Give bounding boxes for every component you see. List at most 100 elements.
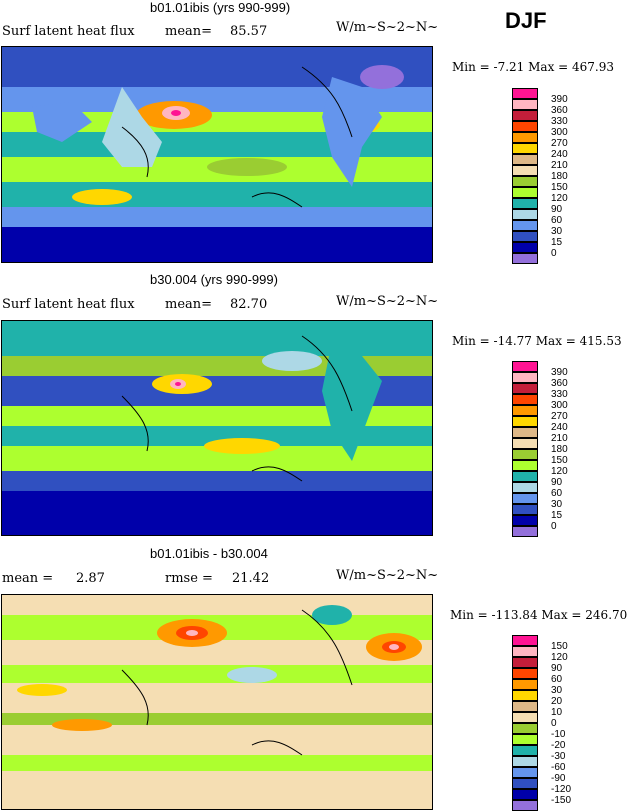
- legend-level-label: 270: [551, 411, 568, 422]
- legend-level-label: -60: [551, 762, 566, 773]
- legend-swatch: [512, 121, 538, 132]
- panel-3-map: [1, 594, 433, 810]
- legend-swatch: [512, 493, 538, 504]
- legend-level-label: 150: [551, 455, 568, 466]
- legend-swatch: [512, 394, 538, 405]
- legend-level-label: 30: [551, 226, 563, 237]
- legend-level-label: -30: [551, 751, 566, 762]
- legend-level-label: 150: [551, 641, 568, 652]
- panel-1-variable-label: Surf latent heat flux: [2, 24, 135, 39]
- legend-swatch: [512, 220, 538, 231]
- panel-2-legend: 390 360 330 300 270 240 210 180 150 120 …: [512, 361, 592, 537]
- legend-swatch: [512, 416, 538, 427]
- legend-level-label: 60: [551, 488, 563, 499]
- legend-level-label: 390: [551, 94, 568, 105]
- legend-level-label: -120: [551, 784, 572, 795]
- legend-swatch: [512, 767, 538, 778]
- legend-swatch: [512, 143, 538, 154]
- panel-3-title: b01.01ibis - b30.004: [150, 546, 268, 561]
- panel-3-units: W/m~S~2~N~: [336, 568, 439, 583]
- legend-level-label: -10: [551, 729, 566, 740]
- panel-2-map: [1, 320, 433, 536]
- panel-1-mean-value: 85.57: [230, 24, 268, 39]
- legend-swatch: [512, 668, 538, 679]
- panel-1-units: W/m~S~2~N~: [336, 20, 439, 35]
- panel-3-mean-value: 2.87: [76, 571, 105, 586]
- legend-swatch: [512, 657, 538, 668]
- legend-swatch: [512, 209, 538, 220]
- panel-2-variable-label: Surf latent heat flux: [2, 297, 135, 312]
- legend-level-label: 60: [551, 215, 563, 226]
- panel-3-mean-label: mean =: [2, 571, 54, 586]
- legend-level-label: 360: [551, 105, 568, 116]
- panel-2-min-max: Min = -14.77 Max = 415.53: [452, 334, 622, 348]
- legend-swatch: [512, 789, 538, 800]
- legend-swatch: [512, 756, 538, 767]
- legend-level-label: 150: [551, 182, 568, 193]
- legend-swatch: [512, 361, 538, 372]
- legend-swatch: [512, 132, 538, 143]
- legend-level-label: -20: [551, 740, 566, 751]
- panel-1-title: b01.01ibis (yrs 990-999): [150, 0, 291, 15]
- legend-swatch: [512, 745, 538, 756]
- legend-swatch: [512, 427, 538, 438]
- legend-swatch: [512, 449, 538, 460]
- panel-1-legend: 390 360 330 300 270 240 210 180 150 120 …: [512, 88, 592, 264]
- panel-1-map: [1, 46, 433, 263]
- legend-swatch: [512, 242, 538, 253]
- legend-level-label: 120: [551, 466, 568, 477]
- legend-swatch: [512, 690, 538, 701]
- season-label: DJF: [505, 8, 547, 33]
- legend-swatch: [512, 723, 538, 734]
- legend-level-label: 30: [551, 499, 563, 510]
- legend-level-label: 210: [551, 160, 568, 171]
- legend-level-label: 330: [551, 116, 568, 127]
- legend-swatch: [512, 460, 538, 471]
- legend-level-label: 90: [551, 477, 563, 488]
- legend-level-label: 270: [551, 138, 568, 149]
- legend-level-label: 330: [551, 389, 568, 400]
- legend-level-label: 300: [551, 400, 568, 411]
- legend-swatch: [512, 679, 538, 690]
- panel-3-legend: 150 120 90 60 30 20 10 0 -10 -20 -30 -60…: [512, 635, 592, 811]
- legend-swatch: [512, 635, 538, 646]
- legend-level-label: 300: [551, 127, 568, 138]
- legend-swatch: [512, 187, 538, 198]
- legend-swatch: [512, 88, 538, 99]
- panel-2-units: W/m~S~2~N~: [336, 294, 439, 309]
- legend-swatch: [512, 482, 538, 493]
- legend-swatch: [512, 646, 538, 657]
- legend-swatch: [512, 383, 538, 394]
- legend-swatch: [512, 778, 538, 789]
- panel-3-rmse-value: 21.42: [232, 571, 270, 586]
- panel-2-mean-value: 82.70: [230, 297, 268, 312]
- legend-level-label: 0: [551, 521, 557, 532]
- legend-level-label: 30: [551, 685, 563, 696]
- legend-swatch: [512, 438, 538, 449]
- legend-level-label: 360: [551, 378, 568, 389]
- legend-level-label: 210: [551, 433, 568, 444]
- legend-swatch: [512, 99, 538, 110]
- legend-swatch: [512, 800, 538, 811]
- legend-level-label: -90: [551, 773, 566, 784]
- legend-level-label: 20: [551, 696, 563, 707]
- legend-swatch: [512, 253, 538, 264]
- legend-level-label: 0: [551, 248, 557, 259]
- legend-level-label: -150: [551, 795, 572, 806]
- legend-swatch: [512, 110, 538, 121]
- legend-level-label: 240: [551, 422, 568, 433]
- legend-level-label: 90: [551, 663, 563, 674]
- legend-swatch: [512, 471, 538, 482]
- panel-3-rmse-label: rmse =: [165, 571, 213, 586]
- legend-level-label: 10: [551, 707, 563, 718]
- legend-level-label: 120: [551, 652, 568, 663]
- legend-level-label: 180: [551, 444, 568, 455]
- legend-swatch: [512, 165, 538, 176]
- legend-swatch: [512, 526, 538, 537]
- legend-swatch: [512, 734, 538, 745]
- legend-level-label: 0: [551, 718, 557, 729]
- legend-level-label: 15: [551, 237, 563, 248]
- panel-1-mean-label: mean=: [165, 24, 213, 39]
- panel-2-mean-label: mean=: [165, 297, 213, 312]
- legend-swatch: [512, 372, 538, 383]
